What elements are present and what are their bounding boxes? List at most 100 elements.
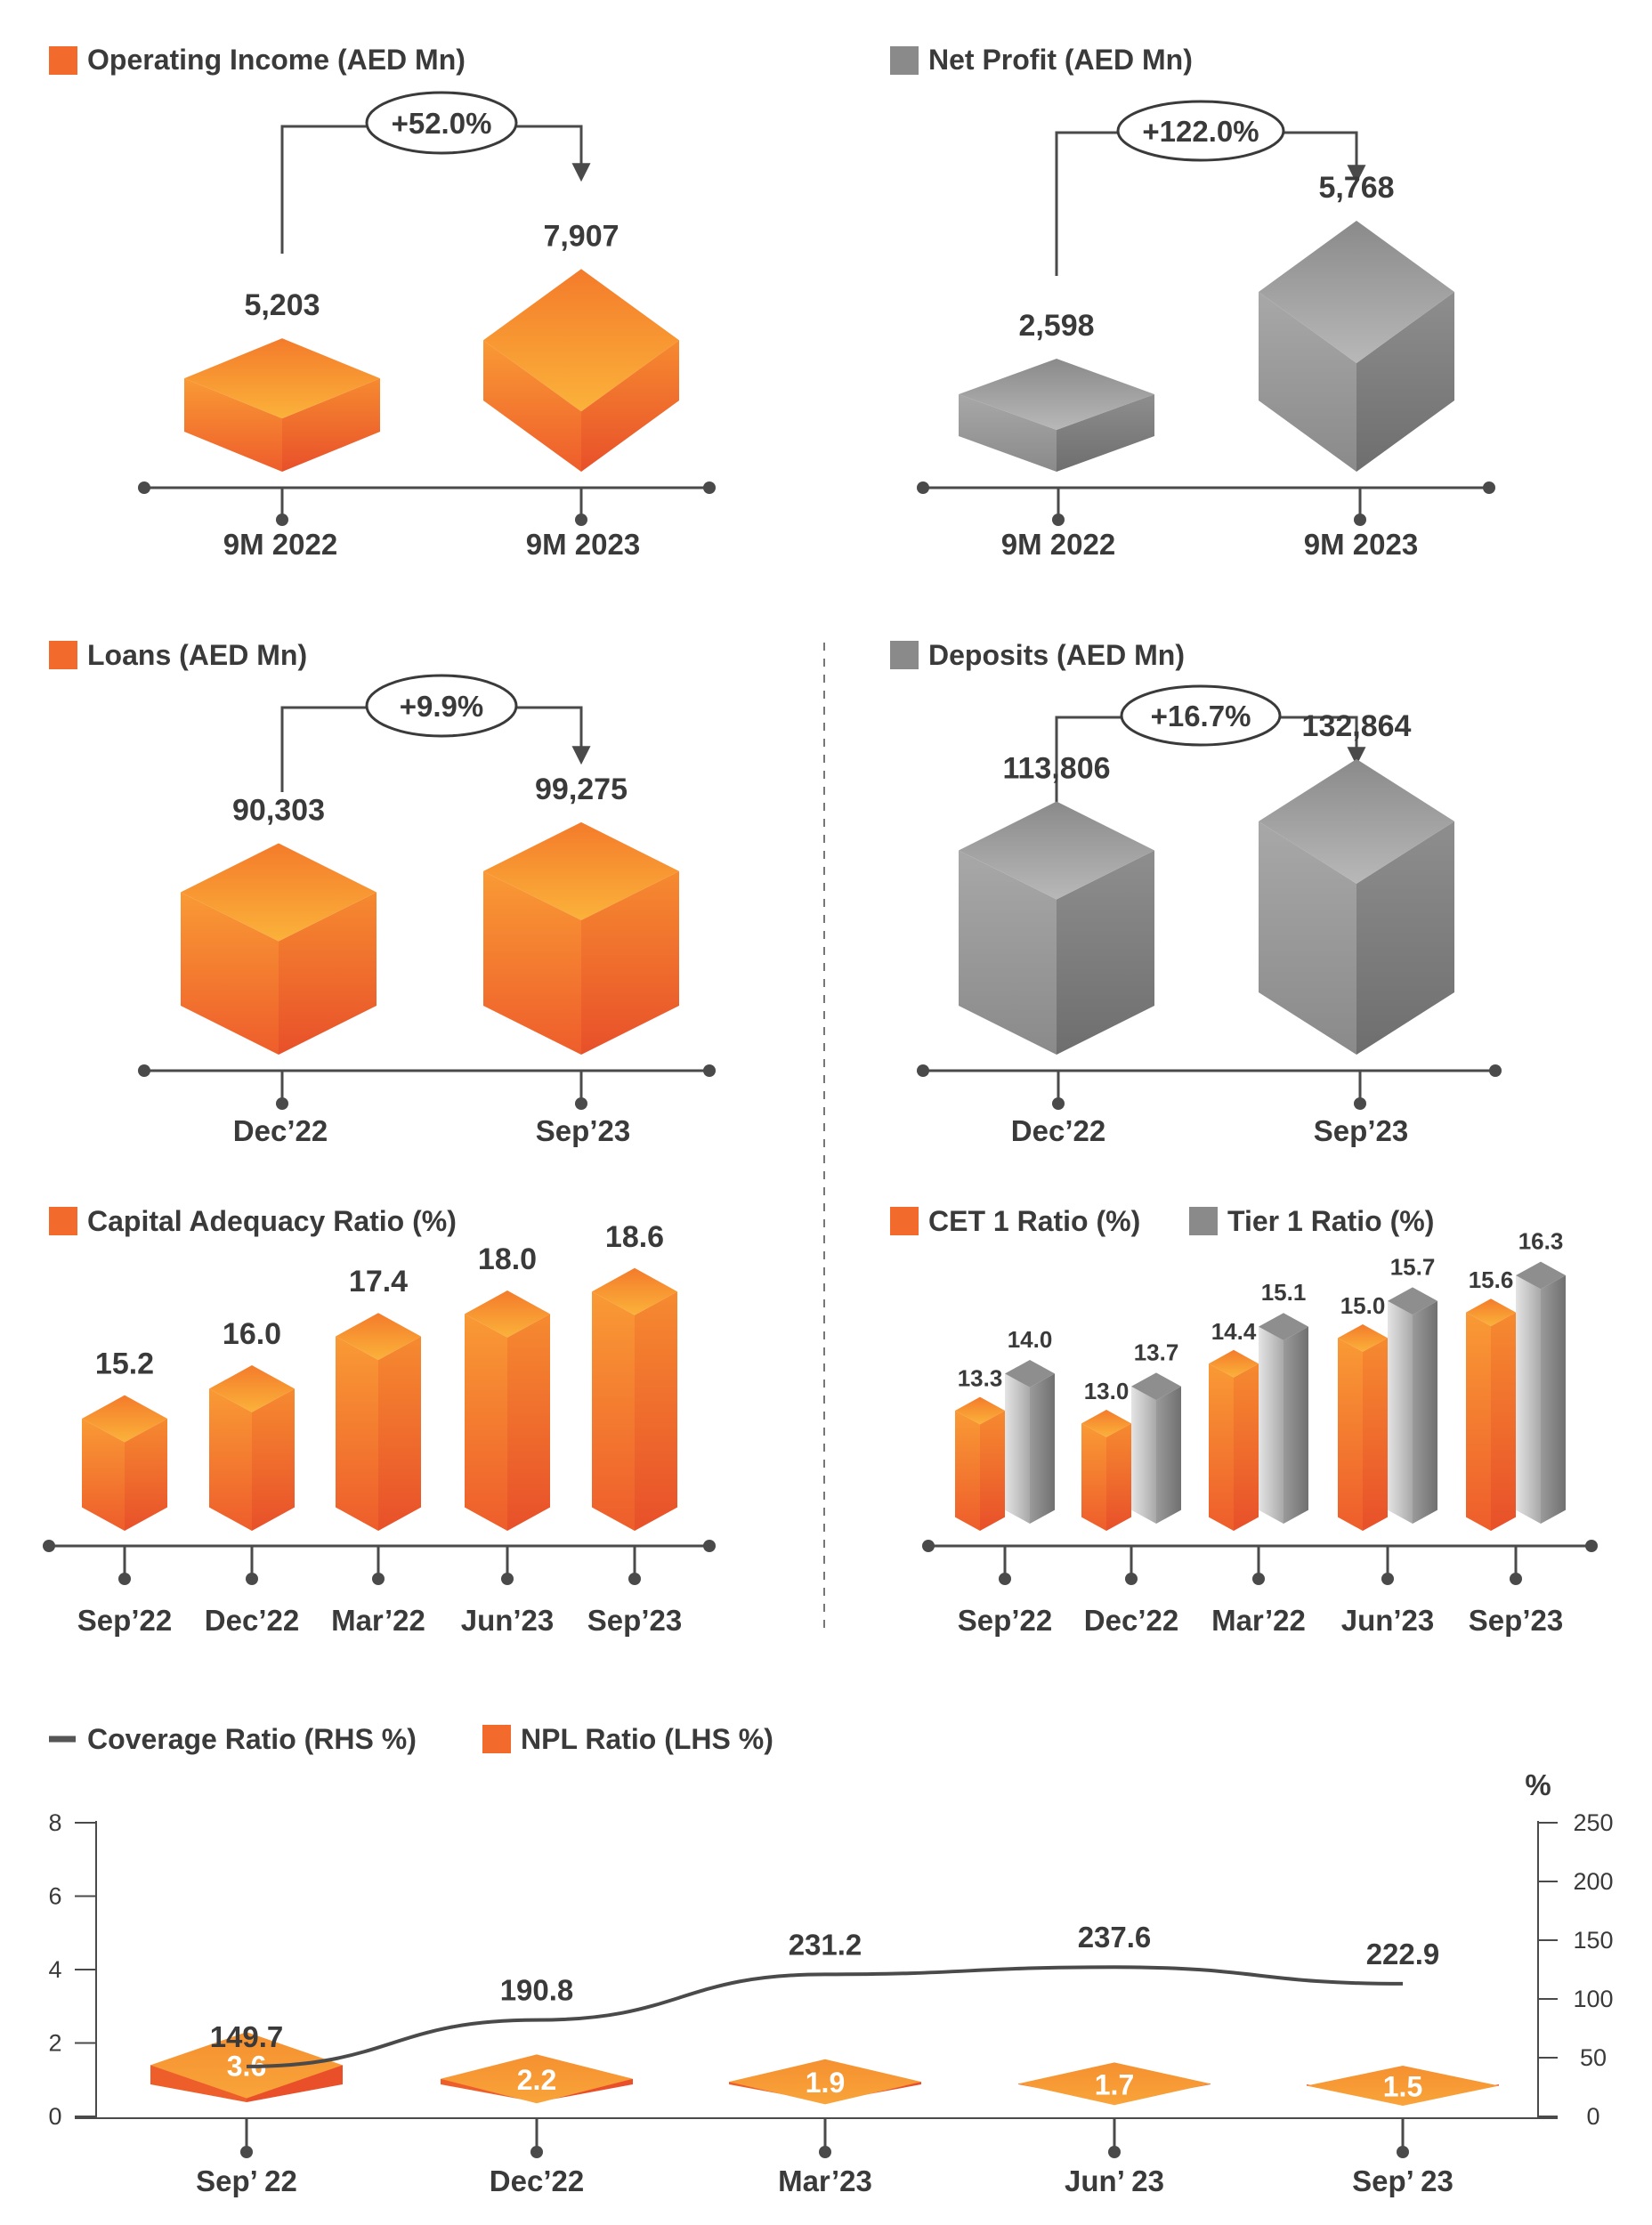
value-label: 2,598 — [1018, 309, 1094, 343]
cube-top-face — [483, 269, 679, 412]
legend-swatch — [890, 641, 919, 669]
slab-top-face — [729, 2059, 921, 2105]
x-tick-label: Mar’23 — [778, 2164, 872, 2197]
value-label: 99,275 — [535, 773, 628, 806]
chart-title: Net Profit (AED Mn) — [928, 44, 1193, 76]
left-tick-label: 8 — [48, 1809, 61, 1836]
cube-right-face — [282, 378, 380, 472]
growth-badge — [1120, 684, 1282, 747]
coverage-value-label: 149.7 — [210, 2020, 284, 2053]
legend-swatch — [890, 46, 919, 75]
growth-label: +122.0% — [1142, 115, 1259, 148]
cube-bar — [184, 338, 380, 472]
npl-value-label: 1.9 — [806, 2067, 845, 2099]
x-axis — [917, 481, 1495, 526]
prism-right-face — [1491, 1312, 1516, 1531]
legend-swatch — [49, 46, 77, 75]
x-tick-label: Dec’22 — [1084, 1604, 1178, 1637]
prism-right-face — [1156, 1386, 1181, 1524]
x-axis — [138, 481, 716, 526]
prism-left-face — [955, 1411, 980, 1531]
prism-right-face — [1363, 1338, 1388, 1531]
prism-left-face — [592, 1291, 635, 1531]
prism-top-face — [592, 1267, 677, 1315]
prism-right-face — [252, 1388, 295, 1531]
prism-top-face — [1005, 1360, 1055, 1388]
x-tick-label: 9M 2022 — [223, 528, 337, 561]
chart-title: Deposits (AED Mn) — [928, 639, 1185, 671]
tick-dot — [246, 1573, 258, 1585]
cube-right-face — [1356, 821, 1454, 1055]
coverage-value-label: 190.8 — [500, 1974, 574, 2007]
x-tick-label: Jun’23 — [1341, 1604, 1435, 1637]
growth-connector — [1055, 716, 1122, 819]
value-label: 5,768 — [1318, 171, 1394, 205]
coverage-value-label: 222.9 — [1366, 1938, 1440, 1970]
cet1-bar — [955, 1396, 1005, 1531]
chart-title: Operating Income (AED Mn) — [87, 44, 466, 76]
npl-bar — [1307, 2066, 1499, 2106]
prism-left-face — [209, 1388, 252, 1531]
x-ticks: Sep’22 Dec’22 Mar’22 Jun’23 Sep’23 — [958, 1546, 1563, 1637]
x-tick-label: Dec’22 — [233, 1114, 328, 1147]
growth-label: +52.0% — [392, 107, 492, 140]
prism-right-face — [980, 1411, 1005, 1531]
capital-adequacy-chart: Capital Adequacy Ratio (%) 15.216.017.41… — [43, 1205, 716, 1637]
cube-bar — [959, 801, 1154, 1055]
tier1-bar — [1388, 1287, 1437, 1524]
tick-dot — [1381, 1573, 1394, 1585]
cet1-value-label: 14.4 — [1211, 1318, 1257, 1345]
car-bar — [592, 1267, 677, 1531]
cet1-bar — [1338, 1324, 1388, 1531]
prism-right-face — [1413, 1300, 1437, 1524]
chart-title: Capital Adequacy Ratio (%) — [87, 1205, 457, 1237]
growth-connector — [280, 125, 367, 254]
tick-dot — [1125, 1573, 1138, 1585]
x-ticks: Sep’ 22 Dec’22 Mar’23 Jun’ 23 Sep’ 23 — [196, 2118, 1454, 2197]
prism-top-face — [955, 1396, 1005, 1425]
prism-top-face — [1516, 1261, 1566, 1290]
x-ticks: Sep’22 Dec’22 Mar’22 Jun’23 Sep’23 — [77, 1546, 682, 1637]
x-axis — [138, 1064, 716, 1110]
operating-income-chart: Operating Income (AED Mn) +52.0% 5,203 7,… — [49, 44, 716, 561]
prism-right-face — [1106, 1423, 1131, 1531]
x-tick-label: Sep’23 — [1314, 1114, 1408, 1147]
prism-right-face — [1234, 1363, 1259, 1531]
cube-left-face — [1259, 291, 1356, 472]
chart-title: Loans (AED Mn) — [87, 639, 307, 671]
cet1-value-label: 15.0 — [1340, 1292, 1386, 1319]
x-tick-label: Jun’23 — [461, 1604, 555, 1637]
prism-left-face — [1388, 1300, 1413, 1524]
x-tick-label: Dec’22 — [1011, 1114, 1105, 1147]
cet1-bar — [1209, 1349, 1259, 1531]
legend-swatch-cet1 — [890, 1207, 919, 1235]
tick-dot — [530, 2146, 543, 2158]
growth-connector — [1055, 131, 1118, 276]
tier1-bar — [1131, 1372, 1181, 1524]
coverage-labels: 149.7 190.8 231.2 237.6 222.9 — [210, 1921, 1440, 2053]
legend-swatch-npl — [482, 1725, 511, 1753]
cube-top-face — [959, 801, 1154, 900]
cube-left-face — [181, 892, 279, 1055]
legend-swatch — [49, 1207, 77, 1235]
npl-bar — [1018, 2062, 1211, 2106]
x-tick-label: Sep’23 — [587, 1604, 682, 1637]
prism-top-face — [1209, 1349, 1259, 1378]
prism-left-face — [336, 1336, 378, 1531]
prism-top-face — [209, 1365, 295, 1412]
prism-top-face — [465, 1290, 550, 1338]
cube-bar — [483, 821, 679, 1055]
x-axis — [917, 1064, 1502, 1110]
growth-label: +9.9% — [400, 690, 484, 723]
cube-top-face — [181, 843, 377, 942]
prism-top-face — [1338, 1324, 1388, 1352]
tier1-value-label: 15.1 — [1261, 1279, 1307, 1306]
tick-dot — [1510, 1573, 1522, 1585]
tier1-value-label: 14.0 — [1008, 1326, 1053, 1353]
prism-top-face — [1259, 1313, 1308, 1340]
slab-right-face — [247, 2065, 343, 2102]
prism-top-face — [1131, 1372, 1181, 1401]
npl-value-label: 1.7 — [1095, 2068, 1134, 2100]
slab-left-face — [150, 2065, 247, 2102]
cube-top-face — [959, 358, 1154, 430]
